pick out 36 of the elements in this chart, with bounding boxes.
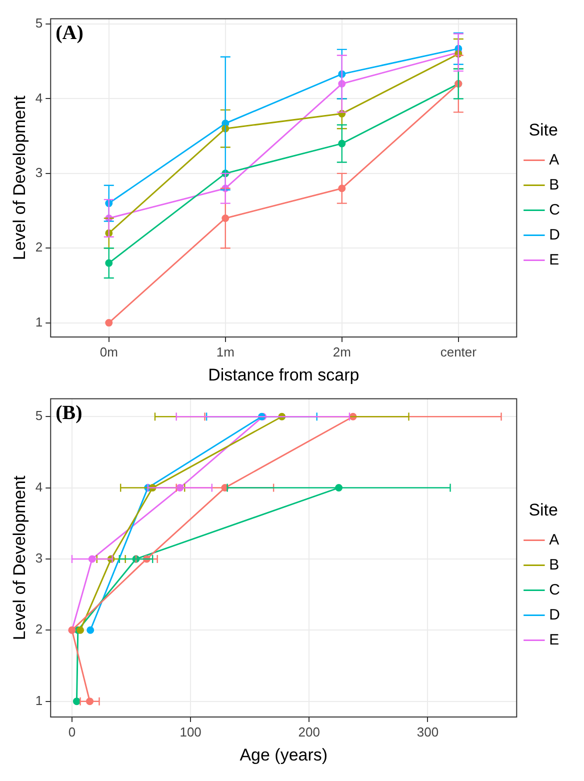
- y-tick-label: 3: [35, 550, 43, 566]
- y-axis-title: Level of Development: [10, 95, 29, 260]
- x-tick-label: 0: [68, 724, 76, 740]
- x-tick-label: 100: [180, 724, 202, 740]
- y-tick-label: 5: [35, 408, 43, 424]
- legend-label: D: [549, 606, 560, 624]
- legend-label: C: [549, 581, 560, 598]
- x-tick-label: 200: [298, 724, 320, 740]
- legend-label: D: [549, 226, 560, 244]
- x-axis-title: Distance from scarp: [208, 365, 360, 384]
- x-tick-label: center: [440, 344, 478, 360]
- x-tick-label: 0m: [100, 344, 118, 360]
- chart-title: (B): [56, 402, 82, 424]
- x-axis-title: Age (years): [240, 745, 328, 764]
- legend-title: Site: [528, 120, 558, 140]
- y-tick-label: 4: [35, 90, 43, 106]
- x-tick-label: 2m: [332, 344, 351, 360]
- y-tick-label: 4: [35, 479, 43, 494]
- y-tick-label: 3: [35, 164, 43, 180]
- legend-label: A: [549, 531, 560, 548]
- x-tick-label: 1m: [216, 344, 234, 360]
- legend-label: C: [549, 201, 560, 218]
- y-tick-label: 2: [35, 622, 43, 637]
- legend-label: E: [549, 631, 560, 648]
- y-tick-label: 1: [35, 314, 43, 330]
- chart-title: (A): [56, 22, 84, 44]
- legend-label: B: [549, 556, 560, 574]
- x-tick-label: 300: [416, 724, 439, 740]
- y-tick-label: 2: [35, 240, 43, 255]
- legend-label: A: [549, 151, 560, 168]
- y-axis-title: Level of Development: [10, 475, 29, 640]
- legend-title: Site: [528, 500, 558, 520]
- legend-label: E: [549, 251, 560, 268]
- y-tick-label: 5: [35, 16, 43, 31]
- legend-label: B: [549, 176, 560, 194]
- y-tick-label: 1: [35, 692, 43, 708]
